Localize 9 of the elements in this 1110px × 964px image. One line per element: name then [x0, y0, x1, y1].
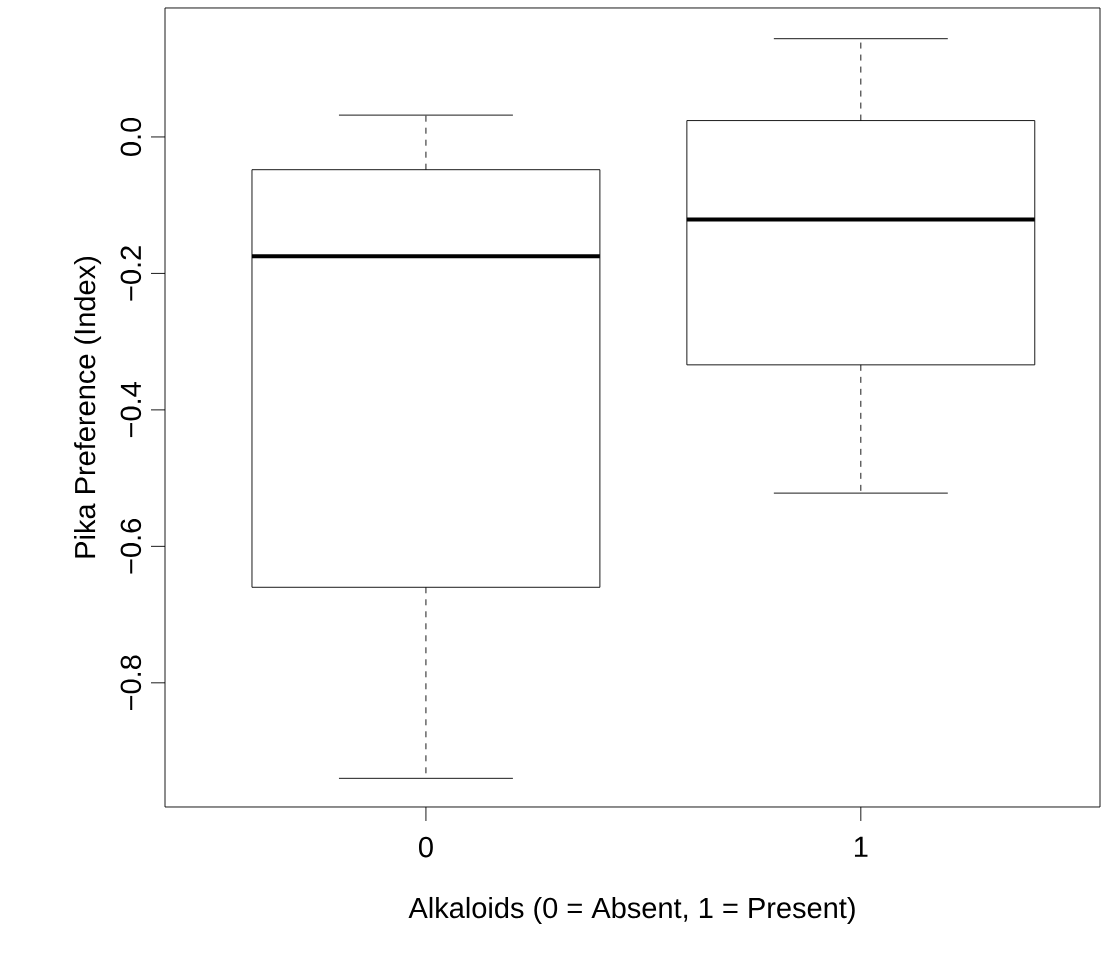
y-axis-title: Pika Preference (Index)	[74, 257, 102, 558]
y-tick-label: −0.8	[120, 655, 142, 711]
x-axis-title: Alkaloids (0 = Absent, 1 = Present)	[408, 896, 855, 924]
y-tick-label: −0.6	[120, 519, 142, 574]
y-tick-label: −0.2	[120, 246, 142, 301]
y-tick-label: −0.4	[120, 382, 142, 438]
x-tick-label: 0	[419, 836, 433, 858]
x-tick-label: 1	[854, 836, 868, 857]
y-tick-label: 0.0	[120, 117, 142, 156]
